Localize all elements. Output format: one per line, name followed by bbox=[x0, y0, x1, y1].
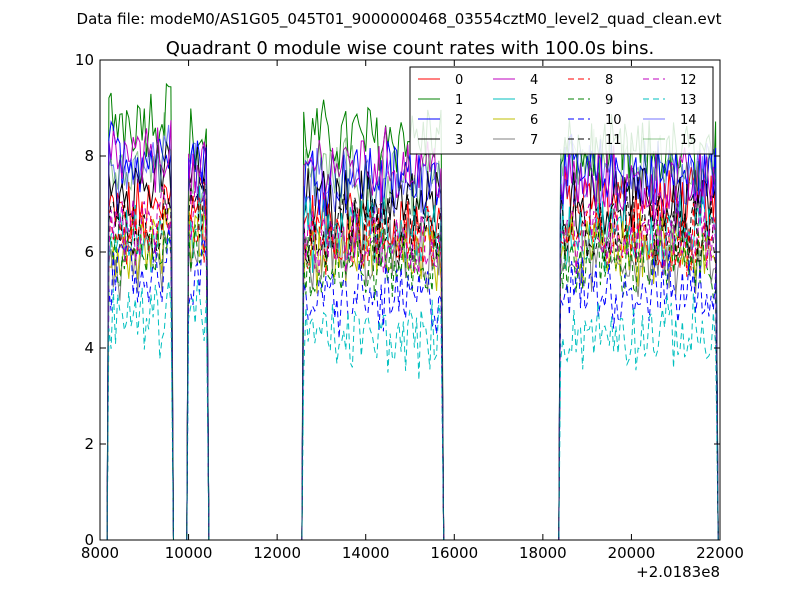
y-tick-label: 8 bbox=[84, 147, 94, 165]
legend-box bbox=[409, 66, 714, 155]
legend-label-11: 11 bbox=[605, 133, 622, 148]
plot-area bbox=[106, 82, 719, 541]
series-line-7 bbox=[106, 217, 719, 541]
legend-label-5: 5 bbox=[530, 93, 538, 108]
chart-title: Quadrant 0 module wise count rates with … bbox=[166, 38, 655, 59]
legend-label-9: 9 bbox=[605, 93, 613, 108]
legend-label-13: 13 bbox=[680, 93, 697, 108]
x-tick-label: 12000 bbox=[253, 544, 301, 562]
series-line-0 bbox=[106, 166, 719, 541]
x-tick-label: 8000 bbox=[81, 544, 119, 562]
legend-label-8: 8 bbox=[605, 73, 613, 88]
legend-label-15: 15 bbox=[680, 133, 697, 148]
axes-frame bbox=[99, 59, 721, 541]
x-tick-label: 18000 bbox=[519, 544, 567, 562]
legend-label-12: 12 bbox=[680, 73, 697, 88]
series-line-13 bbox=[106, 280, 719, 541]
y-tick-label: 6 bbox=[84, 243, 94, 261]
legend-label-4: 4 bbox=[530, 73, 538, 88]
legend-label-10: 10 bbox=[605, 113, 622, 128]
axes: 8000 10000 12000 14000 16000 18000 20000 22000 0… bbox=[75, 51, 744, 562]
y-tick-label: 2 bbox=[84, 435, 94, 453]
legend-label-1: 1 bbox=[455, 93, 463, 108]
series-line-9 bbox=[106, 220, 719, 541]
data-file-label: Data file: modeM0/AS1G05_045T01_90000004… bbox=[77, 10, 722, 29]
series-line-14 bbox=[106, 124, 719, 541]
legend-label-6: 6 bbox=[530, 113, 538, 128]
y-tick-label: 0 bbox=[84, 531, 94, 549]
legend-label-2: 2 bbox=[455, 113, 463, 128]
x-tick-label: 20000 bbox=[608, 544, 656, 562]
legend-label-7: 7 bbox=[530, 133, 538, 148]
y-tick-label: 4 bbox=[84, 339, 94, 357]
y-tick-label: 10 bbox=[75, 51, 94, 69]
series-line-8 bbox=[106, 197, 719, 541]
x-offset-label: +2.0183e8 bbox=[636, 563, 720, 581]
legend-label-14: 14 bbox=[680, 113, 697, 128]
x-tick-label: 14000 bbox=[342, 544, 390, 562]
legend-label-3: 3 bbox=[455, 133, 463, 148]
x-tick-label: 22000 bbox=[696, 544, 744, 562]
legend-label-0: 0 bbox=[455, 73, 463, 88]
x-tick-label: 10000 bbox=[165, 544, 213, 562]
x-tick-label: 16000 bbox=[430, 544, 478, 562]
series-line-15 bbox=[106, 112, 719, 541]
